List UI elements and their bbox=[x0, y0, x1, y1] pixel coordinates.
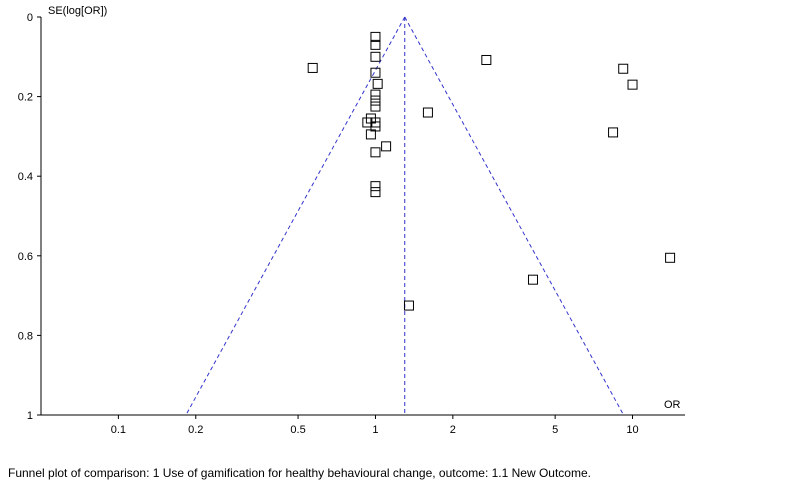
funnel-plot: 0.1 0.2 0.5 1 2 5 10 0 0.2 0.4 0.6 0.8 1 SE(log[OR])… bbox=[18, 5, 685, 436]
funnel-lines bbox=[185, 16, 625, 416]
study-point bbox=[362, 117, 373, 128]
y-tick-label: 1 bbox=[27, 410, 33, 422]
x-tick-label: 0.1 bbox=[111, 424, 126, 436]
study-point bbox=[365, 129, 376, 140]
study-point bbox=[627, 79, 638, 90]
study-point bbox=[370, 51, 381, 62]
study-point bbox=[481, 54, 492, 65]
study-point bbox=[370, 147, 381, 158]
funnel-right-limit bbox=[404, 16, 625, 416]
y-tick-label: 0.6 bbox=[18, 251, 33, 263]
figure-caption: Funnel plot of comparison: 1 Use of gami… bbox=[8, 466, 591, 480]
y-tick-label: 0.4 bbox=[18, 171, 33, 183]
study-point bbox=[372, 78, 383, 89]
study-point bbox=[370, 101, 381, 112]
x-axis-label: OR bbox=[664, 399, 681, 411]
study-point bbox=[422, 107, 433, 118]
axes: 0.1 0.2 0.5 1 2 5 10 0 0.2 0.4 0.6 0.8 1 bbox=[18, 12, 685, 436]
study-point bbox=[370, 181, 381, 192]
y-tick-label: 0 bbox=[27, 12, 33, 24]
study-point bbox=[665, 252, 676, 263]
data-points bbox=[307, 31, 676, 311]
study-point bbox=[370, 31, 381, 42]
study-point bbox=[403, 300, 414, 311]
study-point bbox=[370, 39, 381, 50]
study-point bbox=[527, 274, 538, 285]
y-tick-label: 0.8 bbox=[18, 330, 33, 342]
study-point bbox=[608, 127, 619, 138]
funnel-left-limit bbox=[185, 16, 406, 416]
study-point bbox=[370, 95, 381, 106]
study-point bbox=[370, 187, 381, 198]
study-point bbox=[370, 67, 381, 78]
y-axis-label: SE(log[OR]) bbox=[48, 5, 107, 17]
x-tick-label: 1 bbox=[372, 424, 378, 436]
study-point bbox=[618, 63, 629, 74]
x-tick-label: 0.5 bbox=[290, 424, 305, 436]
y-tick-label: 0.2 bbox=[18, 92, 33, 104]
x-tick-label: 5 bbox=[552, 424, 558, 436]
study-point bbox=[381, 141, 392, 152]
x-tick-label: 2 bbox=[450, 424, 456, 436]
x-tick-label: 0.2 bbox=[188, 424, 203, 436]
study-point bbox=[307, 62, 318, 73]
x-tick-label: 10 bbox=[626, 424, 638, 436]
study-point bbox=[370, 89, 381, 100]
